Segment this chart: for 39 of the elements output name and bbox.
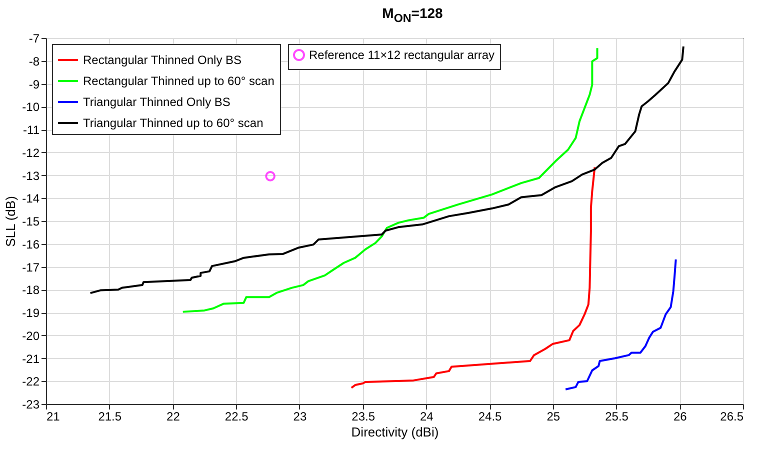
y-tick-label: -19 [22, 306, 40, 320]
y-tick-label: -21 [22, 352, 40, 366]
x-axis-title: Directivity (dBi) [351, 424, 439, 440]
y-tick-label: -20 [22, 328, 40, 343]
y-tick-label: -12 [22, 146, 40, 160]
x-tick-label: 23.5 [352, 410, 376, 424]
y-tick-label: -8 [28, 54, 40, 68]
x-tick-label: 22 [166, 410, 180, 424]
x-tick-label: 26 [673, 410, 688, 424]
y-axis-title: SLL (dB) [3, 196, 18, 247]
x-tick-label: 25.5 [605, 410, 629, 424]
y-tick-label: -11 [23, 123, 40, 137]
x-tick-label: 21 [46, 410, 60, 424]
x-tick-label: 24 [420, 410, 434, 424]
y-tick-label: -17 [22, 260, 40, 274]
x-tick-label: 22.5 [224, 410, 249, 424]
y-tick-label: -10 [22, 100, 40, 114]
legend-label: Reference 11×12 rectangular array [309, 48, 495, 62]
y-tick-label: -13 [22, 168, 40, 183]
y-tick-label: -15 [22, 214, 40, 228]
x-tick-label: 21.5 [98, 410, 122, 424]
y-tick-label: -9 [28, 77, 40, 92]
y-tick-label: -23 [22, 398, 40, 412]
x-tick-label: 23 [293, 410, 307, 424]
legend-label: Rectangular Thinned Only BS [83, 53, 242, 67]
legend-label: Triangular Thinned Only BS [83, 95, 230, 109]
y-tick-label: -22 [22, 374, 40, 389]
line-series [350, 166, 596, 389]
x-tick-label: 25 [546, 410, 560, 424]
y-tick-label: -16 [22, 237, 40, 252]
chart-title: M$_{ON}$=128 [381, 5, 444, 25]
y-tick-label: -7 [28, 32, 40, 46]
legend-label: Triangular Thinned up to 60° scan [83, 116, 264, 130]
y-tick-label: -18 [22, 283, 40, 298]
x-tick-label: 24.5 [478, 410, 502, 424]
x-tick-label: 26.5 [720, 410, 744, 424]
line-series [564, 258, 677, 390]
legend-label: Rectangular Thinned up to 60° scan [83, 74, 274, 88]
y-tick-label: -14 [22, 192, 40, 206]
